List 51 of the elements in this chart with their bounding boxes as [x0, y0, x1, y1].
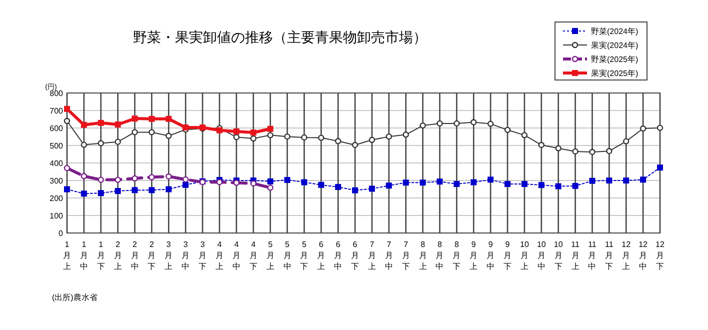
- x-tick-label: 11月中: [588, 240, 597, 271]
- x-tick-label: 7月中: [384, 240, 393, 271]
- x-tick-label: 2月中: [130, 240, 139, 271]
- x-tick-label: 12月下: [656, 240, 665, 271]
- x-tick-label: 5月下: [300, 240, 308, 271]
- x-tick-label: 12月上: [622, 240, 632, 271]
- y-tick-label: 600: [50, 124, 64, 133]
- legend-label: 果実(2025年): [591, 69, 638, 78]
- x-tick-label: 11月上: [571, 240, 580, 271]
- legend-label: 果実(2024年): [591, 41, 638, 50]
- x-tick-label: 7月下: [402, 240, 410, 271]
- x-tick-label: 3月下: [198, 240, 207, 271]
- x-tick-label: 12月中: [638, 240, 648, 271]
- x-tick-label: 4月下: [249, 240, 258, 271]
- x-tick-label: 10月上: [520, 240, 530, 271]
- y-tick-label: 500: [50, 142, 64, 150]
- x-tick-label: 8月下: [452, 240, 461, 271]
- text: (出所)農水省: [52, 293, 98, 302]
- x-tick-label: 5月中: [283, 240, 292, 271]
- x-tick-label: 7月上: [368, 240, 376, 271]
- x-tick-label: 2月上: [114, 240, 122, 271]
- chart-title: 野菜・果実卸値の推移（主要青果物卸売市場）: [133, 29, 427, 45]
- x-tick-label: 1月上: [63, 240, 71, 271]
- y-tick-label: 700: [50, 106, 64, 116]
- y-tick-label: 100: [50, 212, 64, 220]
- x-tick-label: 10月中: [536, 240, 546, 271]
- x-tick-label: 3月上: [164, 240, 173, 271]
- x-tick-label: 6月中: [334, 240, 342, 271]
- x-tick-label: 1月下: [96, 240, 105, 271]
- x-tick-label: 10月下: [554, 240, 564, 271]
- x-tick-label: 11月下: [605, 240, 614, 271]
- y-tick-label: 300: [50, 176, 64, 186]
- x-tick-label: 9月中: [486, 240, 495, 271]
- x-tick-label: 6月上: [317, 240, 326, 271]
- y-tick-label: 200: [50, 194, 64, 203]
- x-tick-label: 9月下: [504, 240, 512, 271]
- x-tick-label: 4月上: [215, 240, 224, 271]
- x-tick-label: 1月中: [80, 240, 88, 271]
- x-tick-label: 8月中: [436, 240, 444, 271]
- x-tick-label: 6月下: [351, 240, 360, 271]
- legend-label: 野菜(2024年): [591, 27, 638, 36]
- x-tick-label: 2月下: [148, 240, 156, 271]
- x-tick-label: 4月中: [232, 240, 240, 271]
- x-tick-label: 9月上: [470, 240, 478, 271]
- legend-label: 野菜(2025年): [591, 55, 638, 64]
- y-tick-label: 0: [58, 229, 64, 238]
- y-tick-label: 400: [50, 159, 64, 168]
- x-tick-label: 8月上: [418, 240, 427, 271]
- y-tick-label: 800: [50, 89, 64, 98]
- x-tick-label: 5月上: [266, 240, 274, 271]
- x-tick-label: 3月中: [182, 240, 190, 271]
